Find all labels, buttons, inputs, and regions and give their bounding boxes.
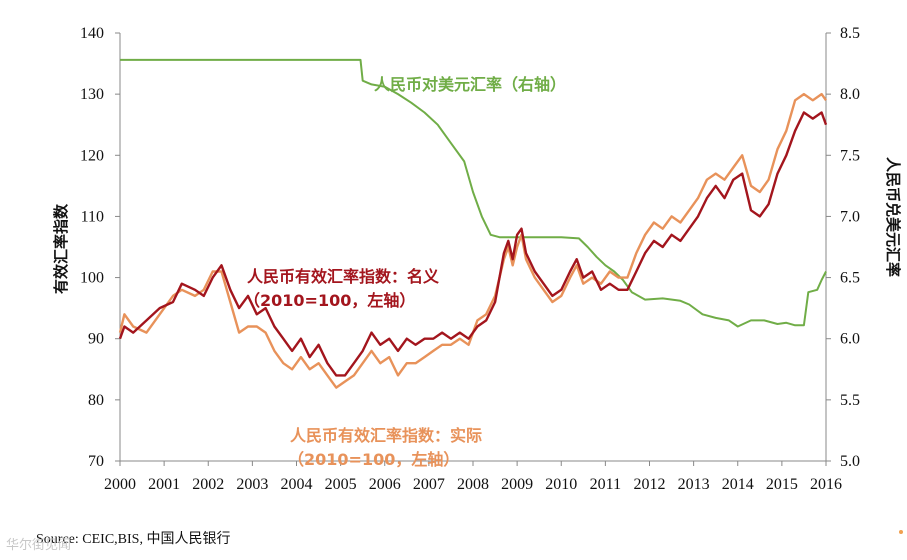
x-tick-label: 2000: [104, 476, 136, 493]
x-tick-label: 2004: [281, 476, 313, 493]
left-tick-label: 110: [81, 208, 104, 225]
x-tick-label: 2008: [457, 476, 489, 493]
nominal-series-label-line2: （2010=100，左轴）: [244, 291, 415, 310]
series-line-usd: [120, 58, 827, 328]
left-axis-title: 有效汇率指数: [52, 203, 70, 294]
watermark: 华尔街见闻: [6, 538, 72, 553]
right-tick-label: 8.0: [840, 86, 860, 103]
chart-svg: 70 80 90 100 110 120 130 140 5.0 5.5 6.0 6.5 7.0 7.5 8…: [52, 25, 902, 493]
x-tick-label: 2012: [634, 476, 666, 493]
series-line-real: [118, 92, 827, 389]
chart: 70 80 90 100 110 120 130 140 5.0 5.5 6.0 6.5 7.0 7.5 8…: [52, 25, 902, 493]
x-tick-label: 2002: [192, 476, 224, 493]
right-tick-label: 6.5: [840, 270, 860, 287]
real-series-label-line1: 人民币有效汇率指数：实际: [290, 426, 482, 445]
x-tick-label: 2001: [148, 476, 180, 493]
left-tick-label: 100: [80, 270, 104, 287]
left-tick-label: 90: [88, 331, 104, 348]
x-tick-label: 2015: [766, 476, 798, 493]
left-tick-label: 120: [80, 147, 104, 164]
x-tick-label: 2009: [501, 476, 533, 493]
x-tick-label: 2007: [413, 476, 445, 493]
nominal-series-label-line1: 人民币有效汇率指数：名义: [247, 267, 439, 286]
x-tick-label: 2006: [369, 476, 401, 493]
right-tick-label: 5.0: [840, 453, 860, 470]
x-tick-label: 2005: [325, 476, 357, 493]
source-line: Source: CEIC,BIS, 中国人民银行: [36, 528, 230, 548]
left-tick-label: 130: [80, 86, 104, 103]
source-text: CEIC,BIS, 中国人民银行: [82, 532, 231, 547]
x-tick-label: 2014: [722, 476, 754, 493]
right-tick-label: 7.0: [840, 208, 860, 225]
usd-series-label: 人民币对美元汇率（右轴）: [374, 75, 566, 94]
x-tick-label: 2010: [545, 476, 577, 493]
real-series-label-line2: （2010=100，左轴）: [288, 450, 459, 469]
x-tick-label: 2003: [236, 476, 268, 493]
x-tick-label: 2011: [590, 476, 621, 493]
right-tick-label: 8.5: [840, 25, 860, 42]
x-tick-label: 2016: [810, 476, 842, 493]
left-tick-label: 80: [88, 392, 104, 409]
right-axis-title: 人民币兑美元汇率: [884, 157, 902, 277]
right-tick-label: 7.5: [840, 147, 860, 164]
left-tick-label: 140: [80, 25, 104, 42]
right-tick-label: 5.5: [840, 392, 860, 409]
decorative-dot: [899, 530, 903, 534]
x-tick-label: 2013: [678, 476, 710, 493]
source-prefix: Source:: [36, 532, 83, 547]
left-tick-label: 70: [88, 453, 104, 470]
right-tick-label: 6.0: [840, 331, 860, 348]
series-line-nominal: [118, 111, 828, 377]
